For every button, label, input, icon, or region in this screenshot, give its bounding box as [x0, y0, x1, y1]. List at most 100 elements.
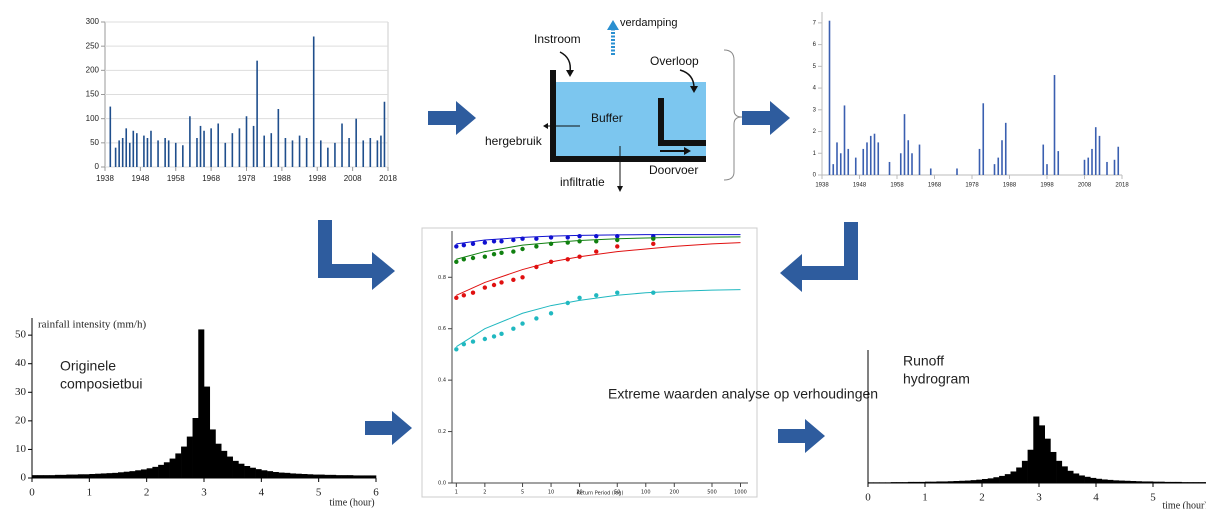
point — [470, 241, 476, 247]
bar — [1107, 479, 1114, 483]
point — [482, 254, 488, 259]
bar — [868, 482, 874, 483]
bar — [319, 140, 322, 167]
bar — [129, 471, 136, 478]
label: hergebruik — [485, 134, 543, 148]
bar — [150, 130, 152, 167]
point — [548, 259, 554, 265]
point — [534, 316, 539, 321]
bar — [298, 135, 301, 167]
point — [520, 236, 525, 241]
bar — [970, 480, 977, 483]
bar — [290, 473, 297, 478]
point — [491, 282, 497, 288]
bar — [903, 114, 906, 175]
bar — [232, 460, 239, 478]
bar — [143, 135, 145, 167]
bar — [1067, 470, 1074, 483]
bar — [1078, 475, 1085, 483]
bar — [347, 475, 354, 478]
label: Doorvoer — [649, 163, 698, 177]
bar — [125, 128, 128, 167]
point — [577, 239, 582, 244]
fit-line — [456, 242, 741, 296]
annotation: hydrogram — [903, 371, 970, 387]
bar — [330, 474, 337, 478]
point — [520, 246, 525, 252]
x-tick-label: 10 — [548, 490, 554, 496]
bar — [907, 140, 910, 175]
wall — [658, 98, 664, 146]
bar — [1073, 473, 1080, 483]
bar — [1057, 151, 1060, 175]
point — [594, 239, 599, 244]
bar — [925, 481, 931, 483]
bar — [198, 329, 205, 478]
bar — [1044, 438, 1051, 483]
bar — [1098, 135, 1101, 175]
bar — [196, 138, 198, 167]
point — [534, 244, 539, 249]
bar — [83, 474, 90, 478]
bar — [136, 133, 138, 167]
point — [577, 295, 582, 301]
point — [461, 341, 467, 347]
x-tick-label: 200 — [670, 490, 680, 496]
point — [651, 236, 656, 241]
bar — [301, 474, 308, 478]
annotation: Runoff — [903, 353, 944, 369]
bar — [896, 482, 903, 483]
bar — [261, 470, 268, 478]
x-tick-label: 6 — [373, 487, 379, 499]
fit-line — [456, 236, 741, 260]
bar — [146, 468, 153, 478]
bar — [169, 458, 176, 478]
bar — [1061, 466, 1068, 483]
bar — [272, 472, 279, 478]
x-tick-label: 1000 — [734, 490, 747, 496]
bar — [919, 481, 926, 483]
x-tick-label: 1988 — [273, 174, 291, 183]
bar — [987, 478, 994, 483]
bar — [1113, 480, 1120, 483]
bar — [959, 480, 966, 483]
bar — [956, 168, 958, 175]
bar — [327, 147, 329, 167]
bar — [854, 157, 857, 175]
bar — [1117, 146, 1120, 175]
bar — [263, 135, 265, 167]
x-tick-label: 0 — [29, 487, 35, 499]
bar — [252, 125, 255, 167]
bar — [106, 473, 113, 478]
x-tick-label: 100 — [641, 490, 651, 496]
y-tick-label: 3 — [813, 107, 817, 113]
y-tick-label: 2 — [813, 129, 817, 135]
y-tick-label: 200 — [86, 65, 100, 74]
y-axis-label: rainfall intensity (mm/h) — [38, 319, 146, 331]
bar — [1118, 480, 1125, 483]
bar — [913, 481, 920, 483]
bar — [157, 140, 159, 167]
wall — [658, 140, 706, 146]
bar — [997, 157, 1000, 175]
y-tick-label: 7 — [813, 20, 817, 26]
x-axis-label: Return Period (log) — [577, 491, 624, 497]
bar — [358, 475, 365, 478]
arrow — [780, 222, 858, 292]
point — [511, 326, 516, 331]
arrow — [318, 220, 395, 290]
point — [470, 339, 476, 344]
bar — [362, 140, 365, 167]
bar — [1039, 425, 1045, 483]
label: Overloop — [650, 54, 699, 68]
point — [454, 259, 459, 265]
bar — [899, 153, 902, 175]
bar — [862, 148, 865, 175]
point — [615, 244, 620, 249]
point — [511, 277, 516, 283]
bar — [312, 36, 315, 167]
point — [651, 241, 656, 247]
bar — [993, 164, 996, 175]
bar — [982, 479, 988, 483]
bar — [1090, 477, 1097, 483]
